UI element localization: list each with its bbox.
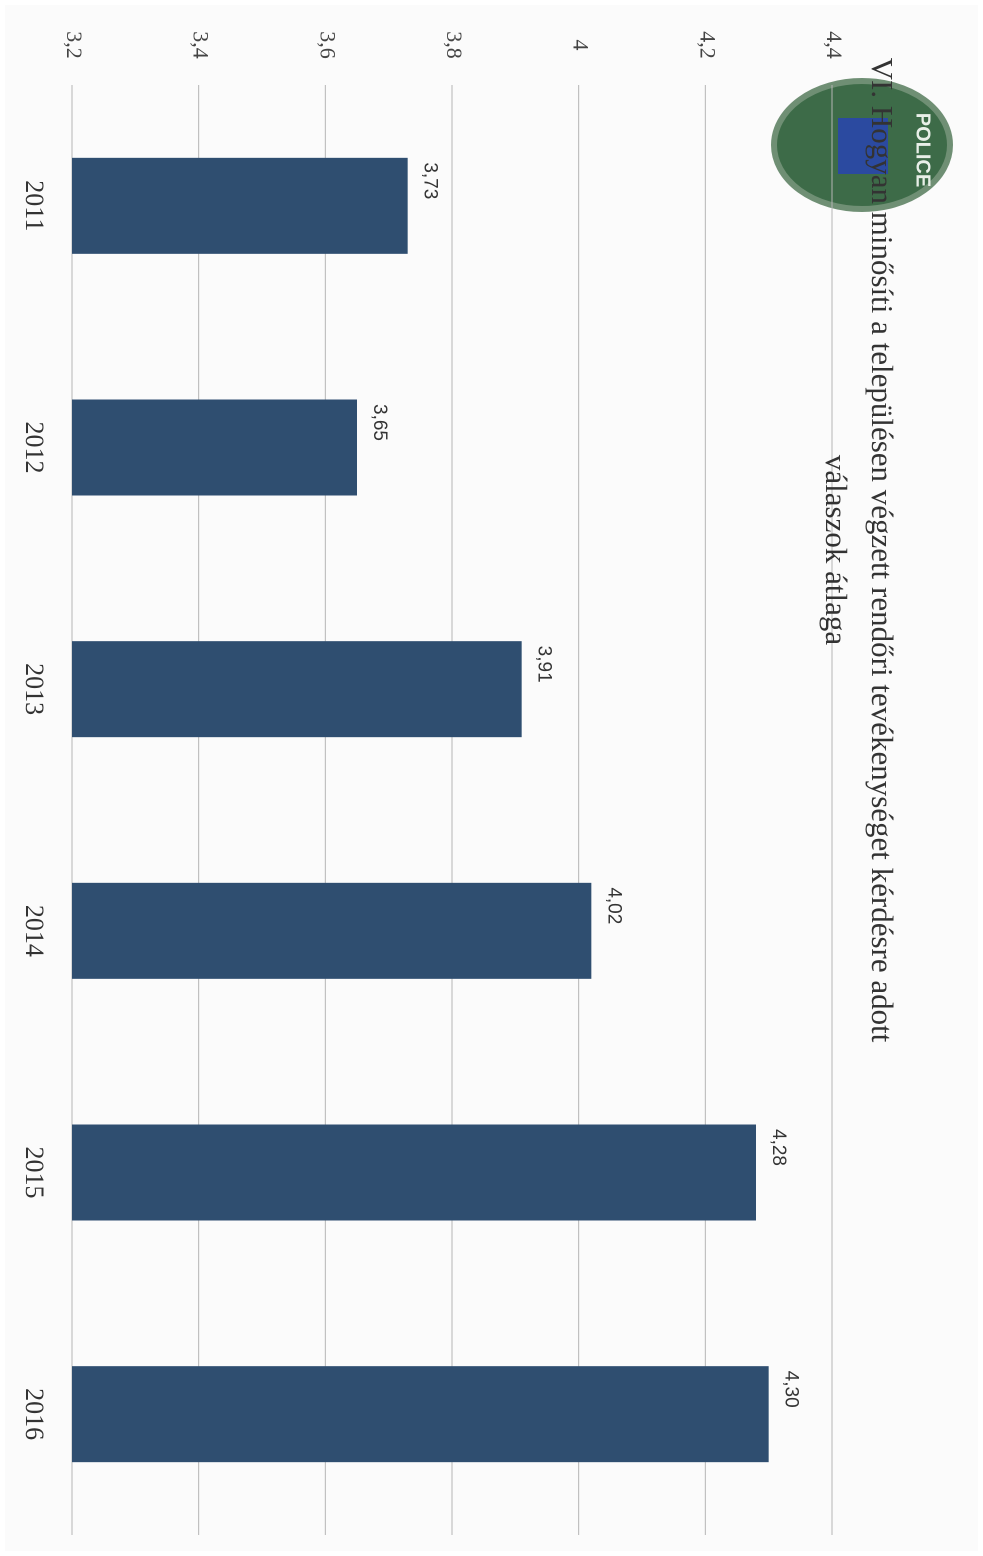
x-tick-label: 2011	[20, 180, 49, 231]
y-tick-label: 4,2	[695, 31, 720, 59]
data-label: 3,65	[369, 404, 390, 441]
logo-shield	[838, 118, 888, 174]
bar	[72, 882, 592, 979]
data-label: 3,73	[420, 162, 441, 199]
data-label: 4,30	[781, 1371, 802, 1408]
y-tick-label: 4	[569, 40, 594, 51]
y-tick-label: 3,4	[189, 31, 214, 59]
x-tick-label: 2014	[20, 905, 49, 957]
bar	[72, 399, 357, 496]
data-label: 4,02	[603, 887, 624, 924]
data-label: 3,91	[534, 646, 555, 683]
data-label: 4,28	[768, 1129, 789, 1166]
bar	[72, 1124, 756, 1221]
y-tick-label: 3,8	[442, 31, 467, 59]
bar	[72, 157, 408, 254]
logo-text: POLICE	[912, 113, 934, 187]
x-tick-label: 2015	[20, 1147, 49, 1199]
x-tick-label: 2016	[20, 1388, 49, 1440]
y-tick-label: 3,2	[62, 31, 87, 59]
y-tick-label: 3,6	[315, 31, 340, 59]
x-tick-label: 2012	[20, 422, 49, 474]
x-tick-label: 2013	[20, 663, 49, 715]
chart-title: VI. Hogyan minősíti a településen végzet…	[819, 57, 900, 1043]
bar	[72, 1366, 769, 1463]
page-background	[5, 5, 978, 1551]
bar	[72, 641, 522, 738]
y-tick-label: 4,4	[822, 31, 847, 59]
